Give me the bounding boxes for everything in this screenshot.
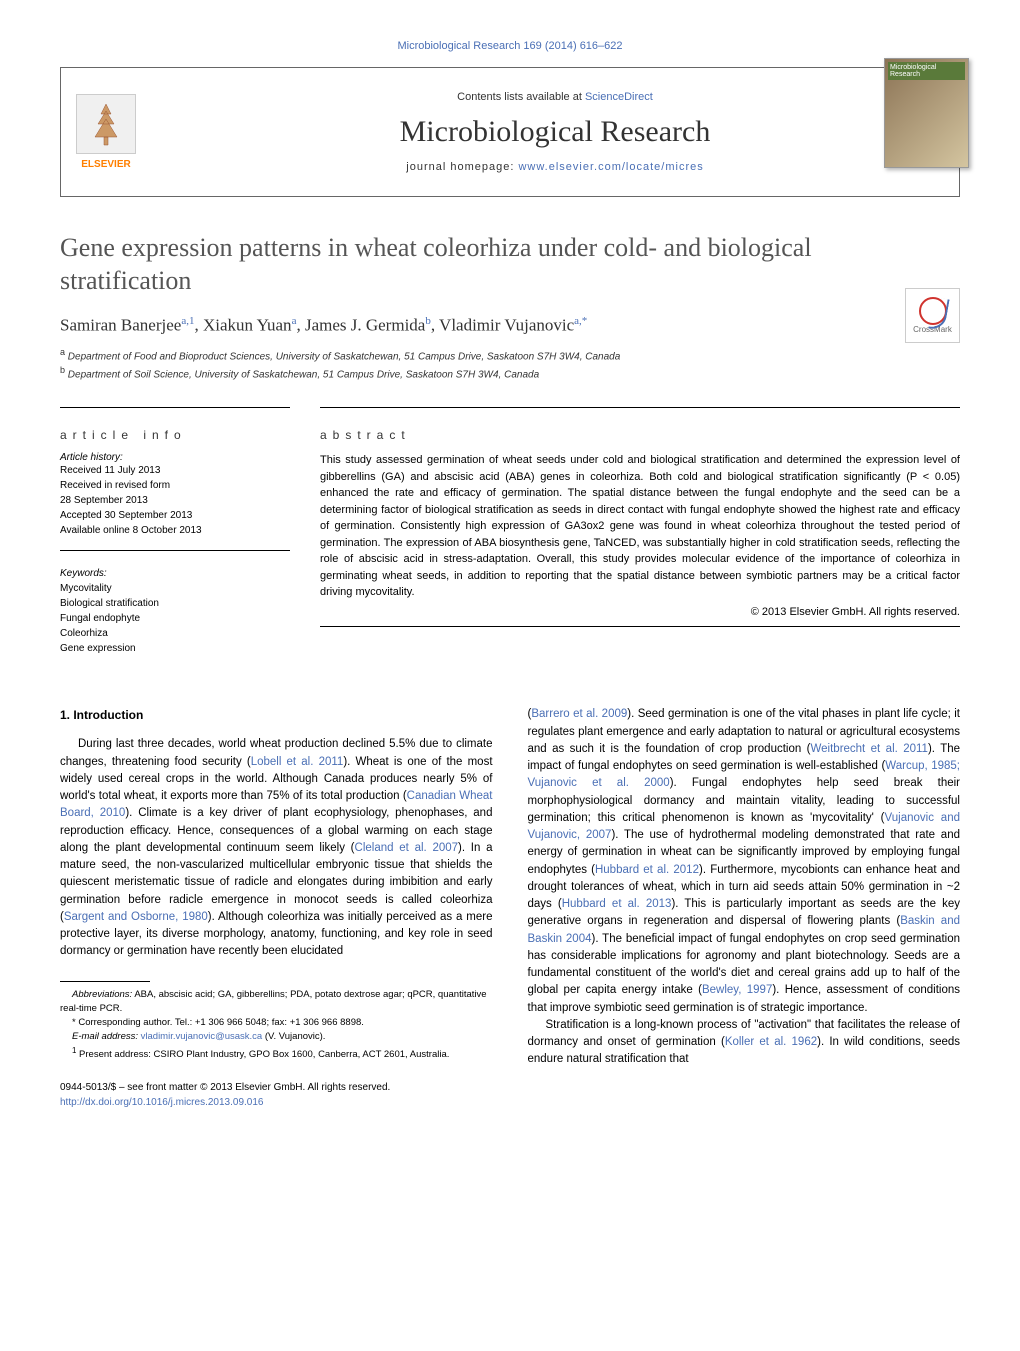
ref-barrero-2009[interactable]: Barrero et al. 2009	[531, 708, 627, 720]
footnote-corresponding: * Corresponding author. Tel.: +1 306 966…	[60, 1016, 493, 1030]
ref-koller-1962[interactable]: Koller et al. 1962	[725, 1036, 817, 1048]
footnote-rule	[60, 981, 150, 982]
contents-prefix: Contents lists available at	[457, 91, 585, 103]
keyword-2: Fungal endophyte	[60, 611, 290, 626]
doi-link[interactable]: http://dx.doi.org/10.1016/j.micres.2013.…	[60, 1097, 263, 1108]
affiliation-a: a Department of Food and Bioproduct Scie…	[60, 346, 960, 364]
abstract-heading: abstract	[320, 428, 960, 442]
article-body: 1. Introduction During last three decade…	[60, 706, 960, 1110]
history-line-0: Received 11 July 2013	[60, 463, 290, 478]
footnote-present-address: 1 Present address: CSIRO Plant Industry,…	[60, 1045, 493, 1062]
keywords-block: Keywords: Mycovitality Biological strati…	[60, 566, 290, 656]
footer-matter: 0944-5013/$ – see front matter © 2013 El…	[60, 1080, 493, 1110]
journal-name: Microbiological Research	[400, 115, 711, 149]
body-para-1-continued: (Barrero et al. 2009). Seed germination …	[528, 706, 961, 1017]
ref-bewley-1997[interactable]: Bewley, 1997	[702, 984, 772, 996]
journal-reference: Microbiological Research 169 (2014) 616–…	[60, 40, 960, 52]
history-line-2: 28 September 2013	[60, 493, 290, 508]
history-label: Article history:	[60, 452, 290, 463]
journal-header: ELSEVIER Contents lists available at Sci…	[60, 67, 960, 197]
contents-lists-line: Contents lists available at ScienceDirec…	[457, 91, 653, 103]
journal-homepage-line: journal homepage: www.elsevier.com/locat…	[406, 161, 703, 173]
affiliations: a Department of Food and Bioproduct Scie…	[60, 346, 960, 383]
abstract-text: This study assessed germination of wheat…	[320, 452, 960, 601]
affiliation-b: b Department of Soil Science, University…	[60, 364, 960, 382]
ref-sargent-1980[interactable]: Sargent and Osborne, 1980	[64, 911, 208, 923]
footnotes-block: Abbreviations: ABA, abscisic acid; GA, g…	[60, 981, 493, 1062]
article-info-column: article info Article history: Received 1…	[60, 407, 290, 656]
article-history-block: Article history: Received 11 July 2013 R…	[60, 452, 290, 551]
footnote-email: E-mail address: vladimir.vujanovic@usask…	[60, 1030, 493, 1044]
ref-cleland-2007[interactable]: Cleland et al. 2007	[355, 842, 459, 854]
body-para-2: Stratification is a long-known process o…	[528, 1017, 961, 1069]
abstract-bottom-rule	[320, 626, 960, 627]
publisher-logo-block: ELSEVIER	[61, 68, 151, 196]
journal-cover-thumbnail: Microbiological Research	[884, 58, 969, 168]
abstract-copyright: © 2013 Elsevier GmbH. All rights reserve…	[320, 606, 960, 618]
author-list: Samiran Banerjeea,1, Xiakun Yuana, James…	[60, 315, 960, 336]
front-matter-line: 0944-5013/$ – see front matter © 2013 El…	[60, 1080, 493, 1095]
keyword-0: Mycovitality	[60, 581, 290, 596]
sciencedirect-link[interactable]: ScienceDirect	[585, 91, 653, 103]
section-1-heading: 1. Introduction	[60, 706, 493, 724]
article-info-heading: article info	[60, 428, 290, 442]
keyword-3: Coleorhiza	[60, 626, 290, 641]
ref-weitbrecht-2011[interactable]: Weitbrecht et al. 2011	[811, 743, 928, 755]
ref-lobell-2011[interactable]: Lobell et al. 2011	[251, 756, 344, 768]
ref-hubbard-2012[interactable]: Hubbard et al. 2012	[595, 864, 699, 876]
cover-title: Microbiological Research	[888, 62, 965, 80]
homepage-link[interactable]: www.elsevier.com/locate/micres	[518, 161, 703, 173]
abstract-column: abstract This study assessed germination…	[320, 407, 960, 656]
body-para-1: During last three decades, world wheat p…	[60, 736, 493, 960]
elsevier-tree-icon	[76, 94, 136, 154]
history-line-4: Available online 8 October 2013	[60, 523, 290, 538]
history-line-1: Received in revised form	[60, 478, 290, 493]
corresponding-email-link[interactable]: vladimir.vujanovic@usask.ca	[141, 1031, 263, 1042]
keywords-label: Keywords:	[60, 566, 290, 581]
crossmark-icon	[919, 297, 947, 325]
keyword-4: Gene expression	[60, 641, 290, 656]
ref-hubbard-2013[interactable]: Hubbard et al. 2013	[562, 898, 672, 910]
article-title: Gene expression patterns in wheat coleor…	[60, 232, 820, 297]
homepage-prefix: journal homepage:	[406, 161, 518, 173]
publisher-label: ELSEVIER	[81, 159, 130, 170]
crossmark-badge[interactable]: CrossMark	[905, 288, 960, 343]
footnote-abbreviations: Abbreviations: ABA, abscisic acid; GA, g…	[60, 988, 493, 1017]
keyword-1: Biological stratification	[60, 596, 290, 611]
history-line-3: Accepted 30 September 2013	[60, 508, 290, 523]
